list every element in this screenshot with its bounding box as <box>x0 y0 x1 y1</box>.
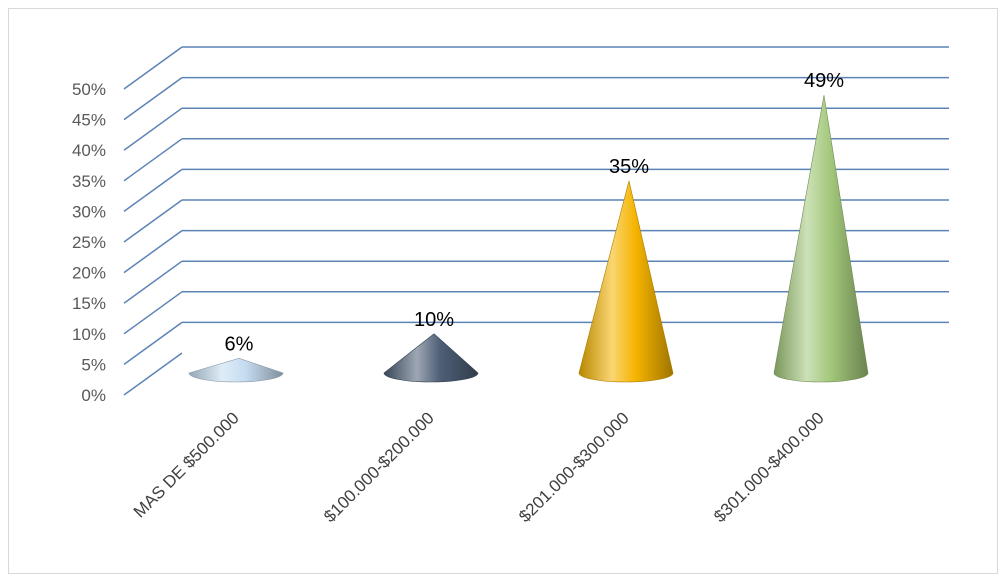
data-label: 6% <box>225 333 254 355</box>
y-tick-label: 35% <box>72 172 106 191</box>
gridline-depth <box>123 138 183 182</box>
x-axis-category-labels: MAS DE $500.000 $100.000-$200.000 $201.000… <box>130 408 828 526</box>
gridline-depth <box>123 107 183 151</box>
cone-bar <box>773 95 869 383</box>
y-tick-label: 50% <box>72 80 106 99</box>
category-label: MAS DE $500.000 <box>130 408 243 521</box>
gridline-depth <box>123 168 183 213</box>
gridline-depth <box>123 291 183 335</box>
gridline-depth <box>123 321 183 366</box>
chart-frame: 0% 5% 10% 15% 20% 25% 30% 35% 40% 45% 50% 6% 10% 35%… <box>8 8 998 574</box>
y-tick-label: 5% <box>81 355 106 374</box>
cone-bar <box>578 180 674 383</box>
data-labels: 6% 10% 35% 49% <box>225 70 845 355</box>
gridline-depth <box>123 352 183 396</box>
y-tick-label: 10% <box>72 325 106 344</box>
y-tick-label: 40% <box>72 141 106 160</box>
data-label: 49% <box>804 70 844 92</box>
category-label: $301.000-$400.000 <box>710 408 828 526</box>
y-tick-label: 30% <box>72 202 106 221</box>
data-label: 10% <box>414 309 454 331</box>
y-axis-tick-labels: 0% 5% 10% 15% 20% 25% 30% 35% 40% 45% 50% <box>72 80 106 405</box>
y-tick-label: 20% <box>72 264 106 283</box>
y-tick-label: 45% <box>72 111 106 130</box>
y-tick-label: 15% <box>72 294 106 313</box>
cone-bar <box>188 357 284 383</box>
cone-bar <box>383 333 479 383</box>
y-tick-label: 0% <box>81 386 106 405</box>
gridline-depth <box>123 199 183 243</box>
gridline-depth <box>123 76 183 121</box>
cone-chart: 0% 5% 10% 15% 20% 25% 30% 35% 40% 45% 50% 6% 10% 35%… <box>72 46 949 526</box>
gridline-depth <box>123 260 183 304</box>
cones <box>188 95 869 383</box>
data-label: 35% <box>609 156 649 178</box>
category-label: $100.000-$200.000 <box>320 408 438 526</box>
y-tick-label: 25% <box>72 233 106 252</box>
gridline-depth <box>123 229 183 274</box>
gridline-depth <box>123 46 183 90</box>
category-label: $201.000-$300.000 <box>515 408 633 526</box>
